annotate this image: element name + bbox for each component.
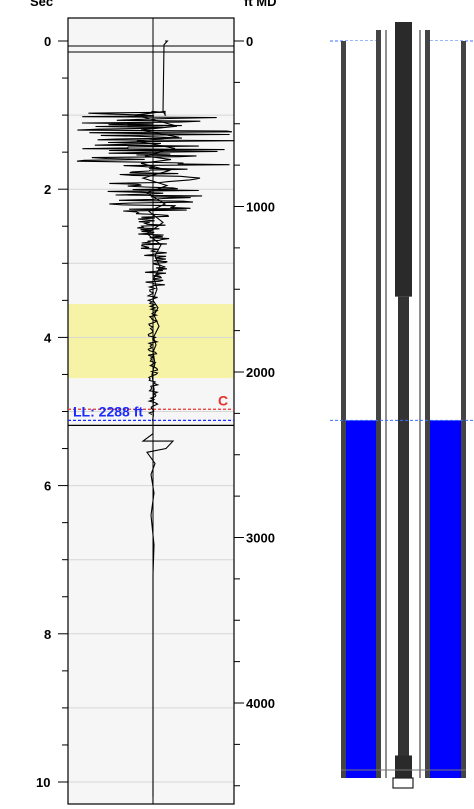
left-axis-tick-label: 4: [44, 330, 52, 345]
wellbore-schematic: [330, 22, 474, 789]
casing-right-wall: [461, 41, 466, 778]
right-axis-label: ft MD: [244, 0, 277, 9]
level-markers: C LL: 2288 ft: [68, 392, 234, 427]
casing-left-wall: [341, 41, 346, 778]
rod-string-lower: [398, 296, 409, 764]
right-axis-tick-label: 2000: [246, 365, 275, 380]
highlight-zone: [68, 304, 234, 379]
right-axis-tick-label: 0: [246, 34, 253, 49]
right-axis-tick-label: 4000: [246, 696, 275, 711]
left-axis-tick-label: 2: [44, 182, 51, 197]
right-axis-tick-label: 3000: [246, 531, 275, 546]
left-axis-tick-label: 8: [44, 627, 51, 642]
right-axis: 0 1000 2000 3000 4000: [234, 34, 275, 787]
pump-seat: [392, 777, 414, 789]
left-axis-tick-label: 0: [44, 34, 51, 49]
left-axis: 0 2 4 6 8 10: [36, 34, 68, 790]
left-axis-tick-label: 10: [36, 775, 50, 790]
left-axis-label: Sec: [30, 0, 53, 9]
tubing-right-wall: [425, 30, 430, 778]
acoustic-trace: [134, 40, 180, 797]
tubing-left-wall: [376, 30, 381, 778]
collar-marker-label: C: [218, 392, 228, 408]
rod-string-upper: [395, 22, 412, 297]
right-axis-tick-label: 1000: [246, 200, 275, 215]
acoustic-noise-burst: [76, 110, 235, 415]
liquid-level-label: LL: 2288 ft: [73, 403, 143, 419]
left-axis-tick-label: 6: [44, 479, 51, 494]
